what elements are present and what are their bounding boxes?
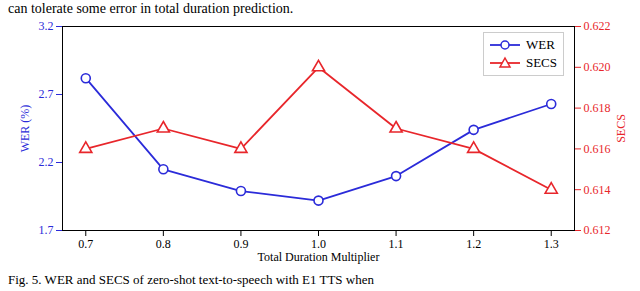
svg-text:0.620: 0.620 xyxy=(584,60,611,74)
svg-text:0.614: 0.614 xyxy=(584,183,611,197)
svg-text:0.616: 0.616 xyxy=(584,142,611,156)
svg-text:2.2: 2.2 xyxy=(39,155,54,169)
svg-text:SECS: SECS xyxy=(614,114,628,143)
svg-text:1.2: 1.2 xyxy=(466,237,481,251)
svg-text:1.1: 1.1 xyxy=(389,237,404,251)
svg-text:0.618: 0.618 xyxy=(584,101,611,115)
html-text:can tolerate some error in tot: can tolerate some error in total duratio… xyxy=(8,1,294,16)
html-text:Fig. 5. WER and SECS of zero-s: Fig. 5. WER and SECS of zero-shot text-t… xyxy=(8,272,374,287)
svg-text:0.612: 0.612 xyxy=(584,223,611,237)
svg-text:Total Duration Multiplier: Total Duration Multiplier xyxy=(258,250,380,264)
svg-text:3.2: 3.2 xyxy=(39,19,54,33)
svg-text:0.7: 0.7 xyxy=(78,237,93,251)
svg-text:2.7: 2.7 xyxy=(39,87,54,101)
svg-text:1.0: 1.0 xyxy=(311,237,326,251)
svg-text:1.3: 1.3 xyxy=(544,237,559,251)
html-text:SECS: SECS xyxy=(525,55,557,70)
svg-text:1.7: 1.7 xyxy=(39,223,54,237)
svg-text:0.8: 0.8 xyxy=(156,237,171,251)
svg-text:0.622: 0.622 xyxy=(584,19,611,33)
svg-text:0.9: 0.9 xyxy=(233,237,248,251)
html-text:WER: WER xyxy=(525,37,555,52)
svg-text:WER (%): WER (%) xyxy=(18,105,32,153)
